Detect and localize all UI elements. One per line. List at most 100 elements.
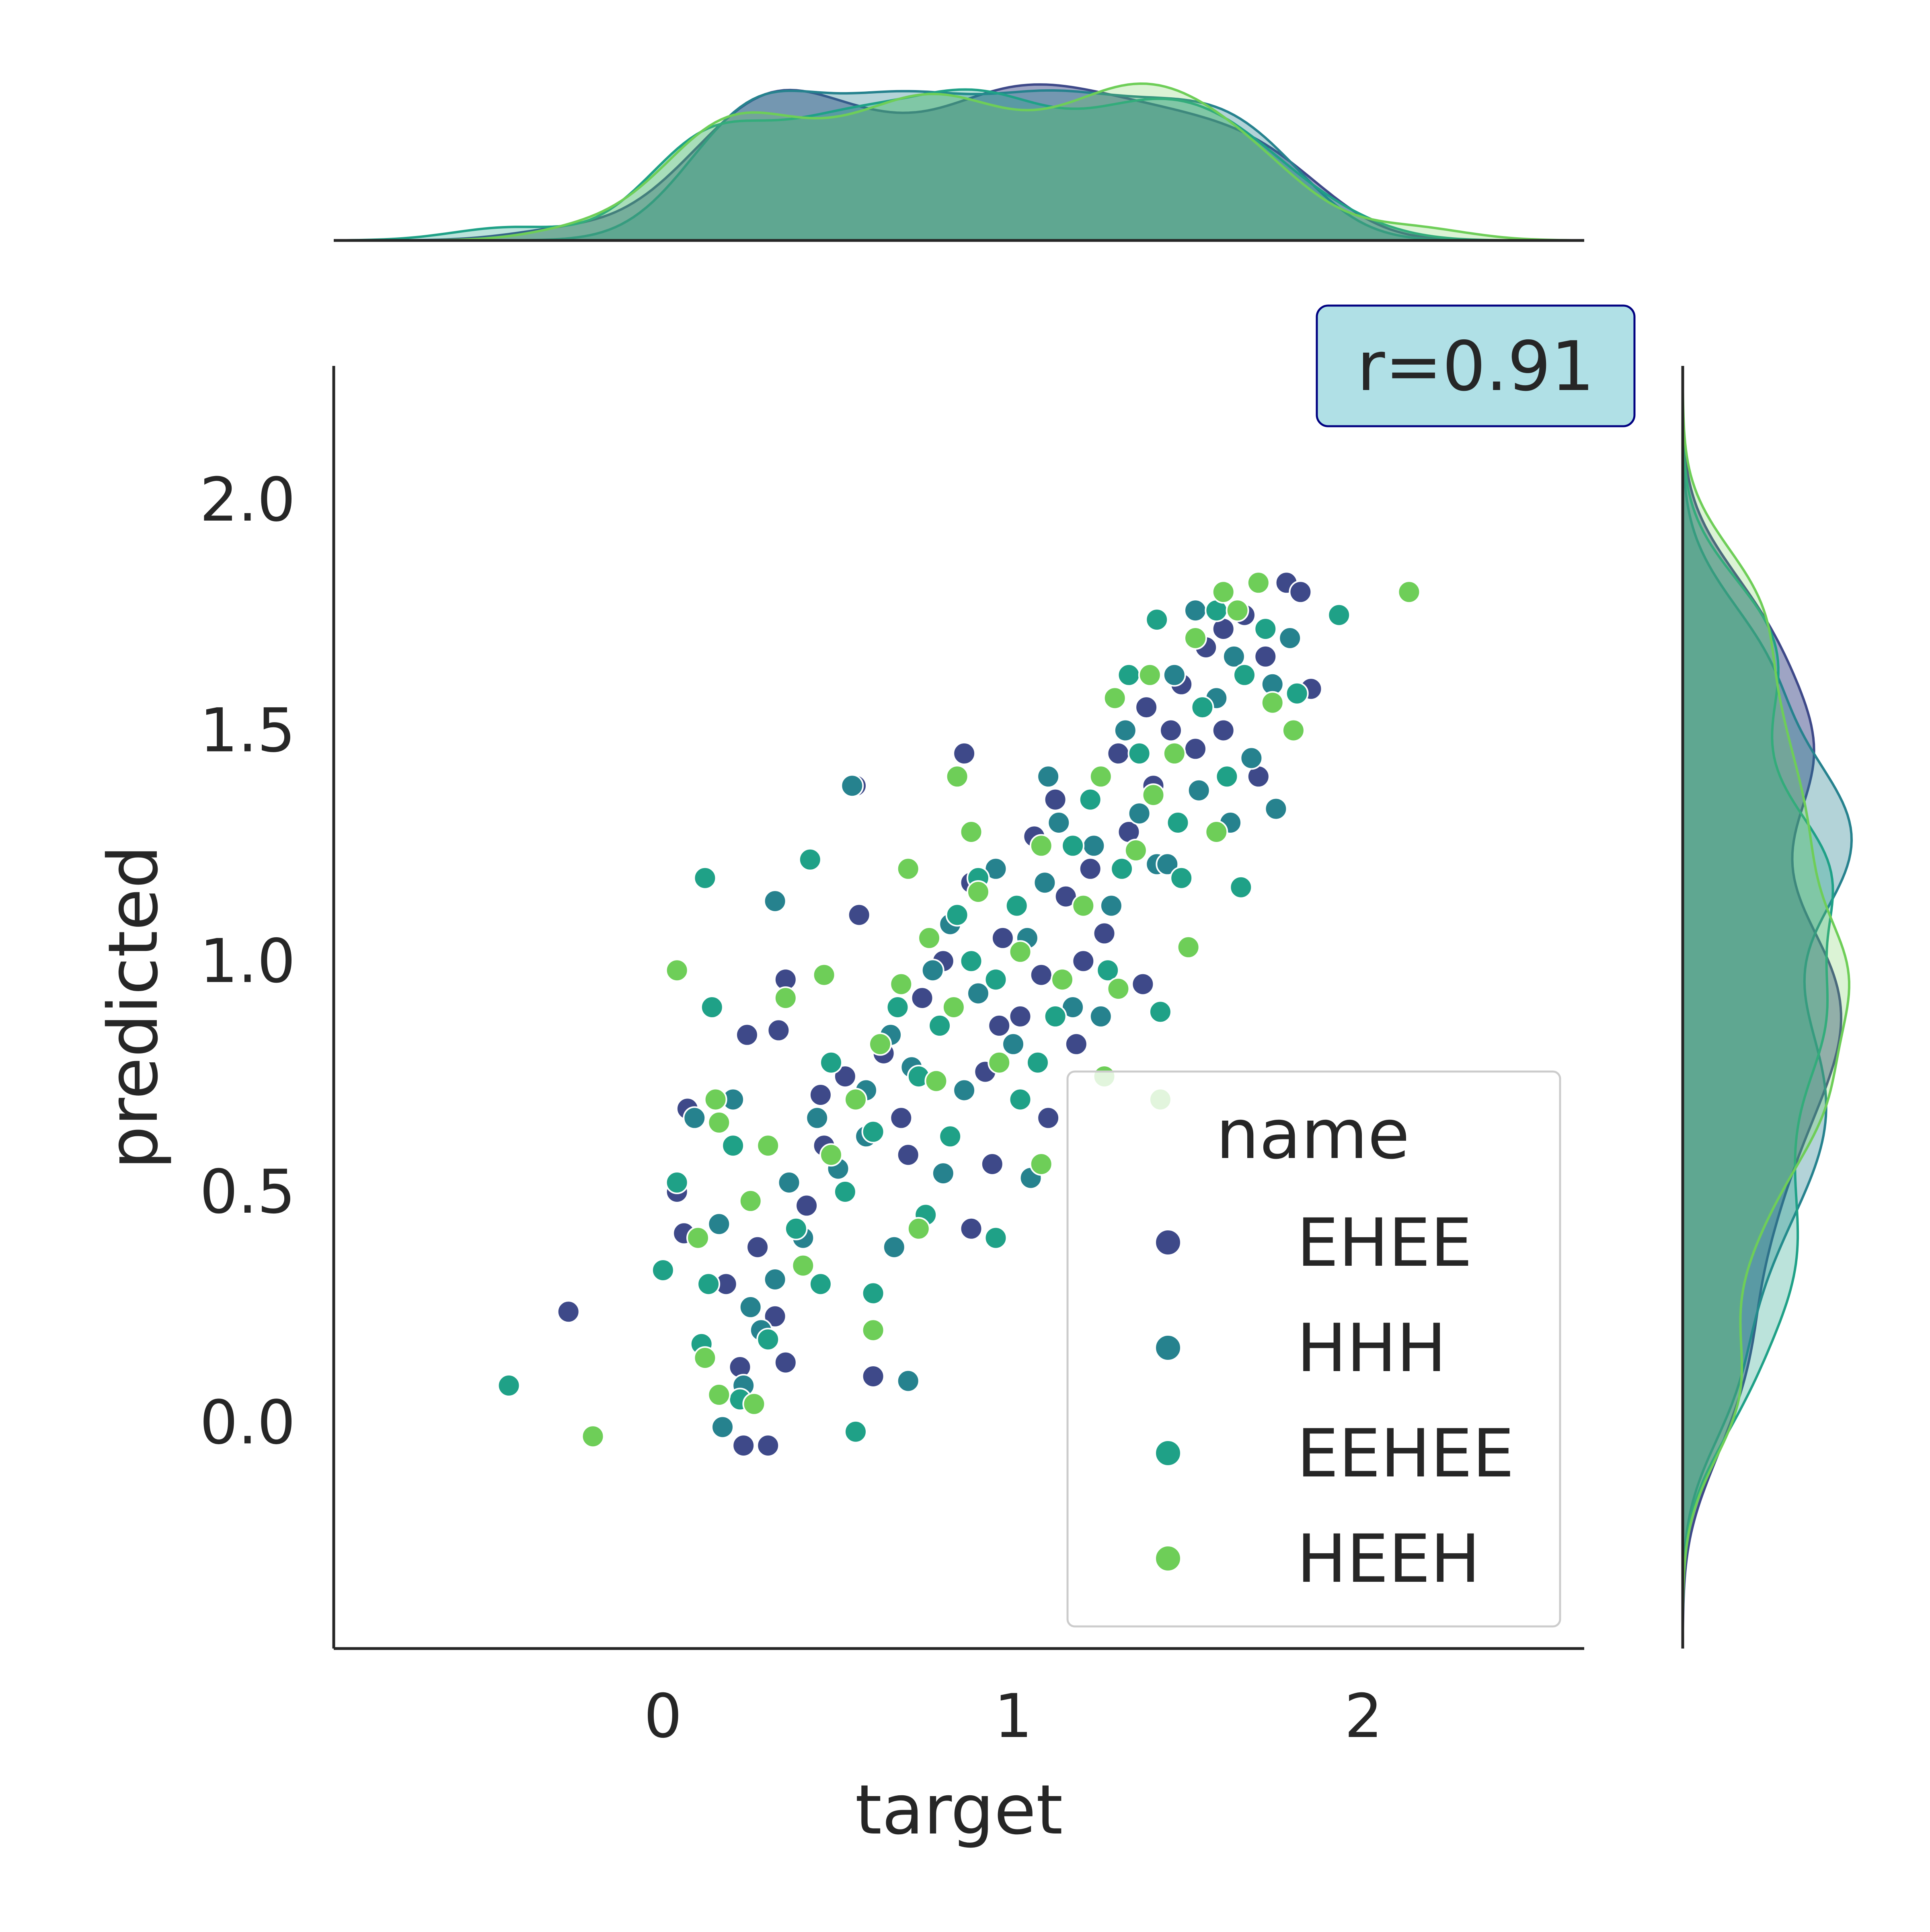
right-kde-line <box>1682 366 1853 1649</box>
scatter-point <box>953 741 976 765</box>
y-tick-label: 0.5 <box>199 1157 296 1227</box>
scatter-point <box>1254 645 1277 668</box>
scatter-point <box>739 1189 762 1213</box>
scatter-point <box>700 996 724 1019</box>
scatter-point <box>1127 802 1151 825</box>
scatter-point <box>704 1088 727 1111</box>
scatter-point <box>1029 963 1053 987</box>
right-kde-line <box>1682 365 1850 1649</box>
legend-label: HHH <box>1297 1310 1446 1387</box>
scatter-point <box>1110 857 1134 881</box>
scatter-point <box>896 1369 920 1393</box>
scatter-point <box>959 1217 983 1240</box>
scatter-point <box>1211 580 1235 604</box>
scatter-point <box>1002 1032 1025 1056</box>
scatter-point <box>1184 626 1207 650</box>
scatter-point <box>693 866 717 890</box>
correlation-annotation: r=0.91 <box>1316 304 1636 427</box>
scatter-point <box>959 949 983 973</box>
scatter-point <box>833 1180 857 1203</box>
scatter-point <box>1029 834 1053 858</box>
scatter-point <box>896 1143 920 1167</box>
scatter-point <box>988 1051 1011 1074</box>
scatter-point <box>1092 922 1116 945</box>
scatter-point <box>1008 1088 1032 1111</box>
scatter-point <box>1131 972 1155 996</box>
scatter-point <box>1264 797 1288 821</box>
scatter-point <box>707 1212 731 1236</box>
scatter-point <box>861 1365 885 1388</box>
x-tick-label: 2 <box>1344 1682 1382 1751</box>
scatter-point <box>1037 765 1060 788</box>
scatter-point <box>938 1125 962 1148</box>
scatter-point <box>921 959 944 982</box>
scatter-point <box>763 889 787 913</box>
x-axis-title: target <box>855 1770 1063 1850</box>
x-tick-label: 1 <box>994 1682 1032 1751</box>
scatter-point <box>1026 1051 1049 1074</box>
scatter-point <box>1051 968 1074 992</box>
scatter-point <box>966 981 990 1005</box>
main-axes <box>332 239 1684 1650</box>
scatter-point <box>833 1065 857 1088</box>
scatter-point <box>1072 949 1095 973</box>
y-axis-title: predicted <box>94 845 173 1169</box>
scatter-point <box>756 1434 780 1458</box>
scatter-point <box>756 1328 780 1351</box>
scatter-point <box>1240 746 1263 770</box>
scatter-points <box>497 571 1421 1458</box>
scatter-point <box>721 1134 745 1158</box>
scatter-point <box>732 1434 756 1458</box>
scatter-point <box>896 857 920 881</box>
scatter-point <box>1103 686 1127 710</box>
scatter-point <box>774 1351 797 1374</box>
scatter-point <box>665 1171 689 1194</box>
scatter-point <box>711 1415 734 1439</box>
scatter-point <box>1061 834 1085 858</box>
scatter-point <box>959 820 983 844</box>
right-kde-fill <box>1683 366 1852 1649</box>
scatter-point <box>882 1235 906 1259</box>
scatter-point <box>924 1069 948 1093</box>
scatter-point <box>791 1254 815 1277</box>
scatter-point <box>1397 580 1421 604</box>
legend-label: EHEE <box>1297 1204 1472 1281</box>
scatter-point <box>928 1014 952 1037</box>
legend: name EHEE HHH EEHEE HEEH <box>1066 1070 1561 1628</box>
scatter-point <box>953 1078 976 1102</box>
scatter-point <box>767 1018 790 1042</box>
scatter-point <box>1043 788 1067 811</box>
legend-marker <box>1154 1334 1182 1361</box>
scatter-point <box>739 1295 762 1319</box>
scatter-point <box>861 1318 885 1342</box>
scatter-point <box>805 1106 829 1130</box>
scatter-point <box>1162 663 1186 687</box>
scatter-point <box>945 903 969 927</box>
scatter-point <box>1145 608 1169 632</box>
scatter-point <box>1162 741 1186 765</box>
scatter-point <box>1289 580 1312 604</box>
scatter-point <box>798 848 822 871</box>
scatter-point <box>1222 645 1246 668</box>
scatter-point <box>665 959 689 982</box>
scatter-point <box>1254 617 1277 641</box>
right-kde-fill <box>1683 366 1841 1649</box>
scatter-point <box>1033 871 1057 895</box>
top-kde-fill <box>334 84 1584 240</box>
legend-label: EEHEE <box>1297 1415 1514 1492</box>
annotation-box <box>1316 304 1636 427</box>
scatter-point <box>861 1120 885 1144</box>
top-kde-fill <box>334 90 1584 240</box>
scatter-point <box>1166 811 1190 834</box>
scatter-point <box>889 972 913 996</box>
scatter-point <box>1089 1004 1113 1028</box>
scatter-point <box>795 1194 819 1218</box>
scatter-point <box>1159 719 1183 742</box>
scatter-point <box>1107 977 1130 1001</box>
scatter-point <box>651 1259 675 1282</box>
scatter-point <box>1226 599 1249 622</box>
scatter-point <box>1135 696 1158 719</box>
y-tick-label: 1.0 <box>199 926 296 996</box>
legend-title: name <box>1216 1095 1410 1174</box>
